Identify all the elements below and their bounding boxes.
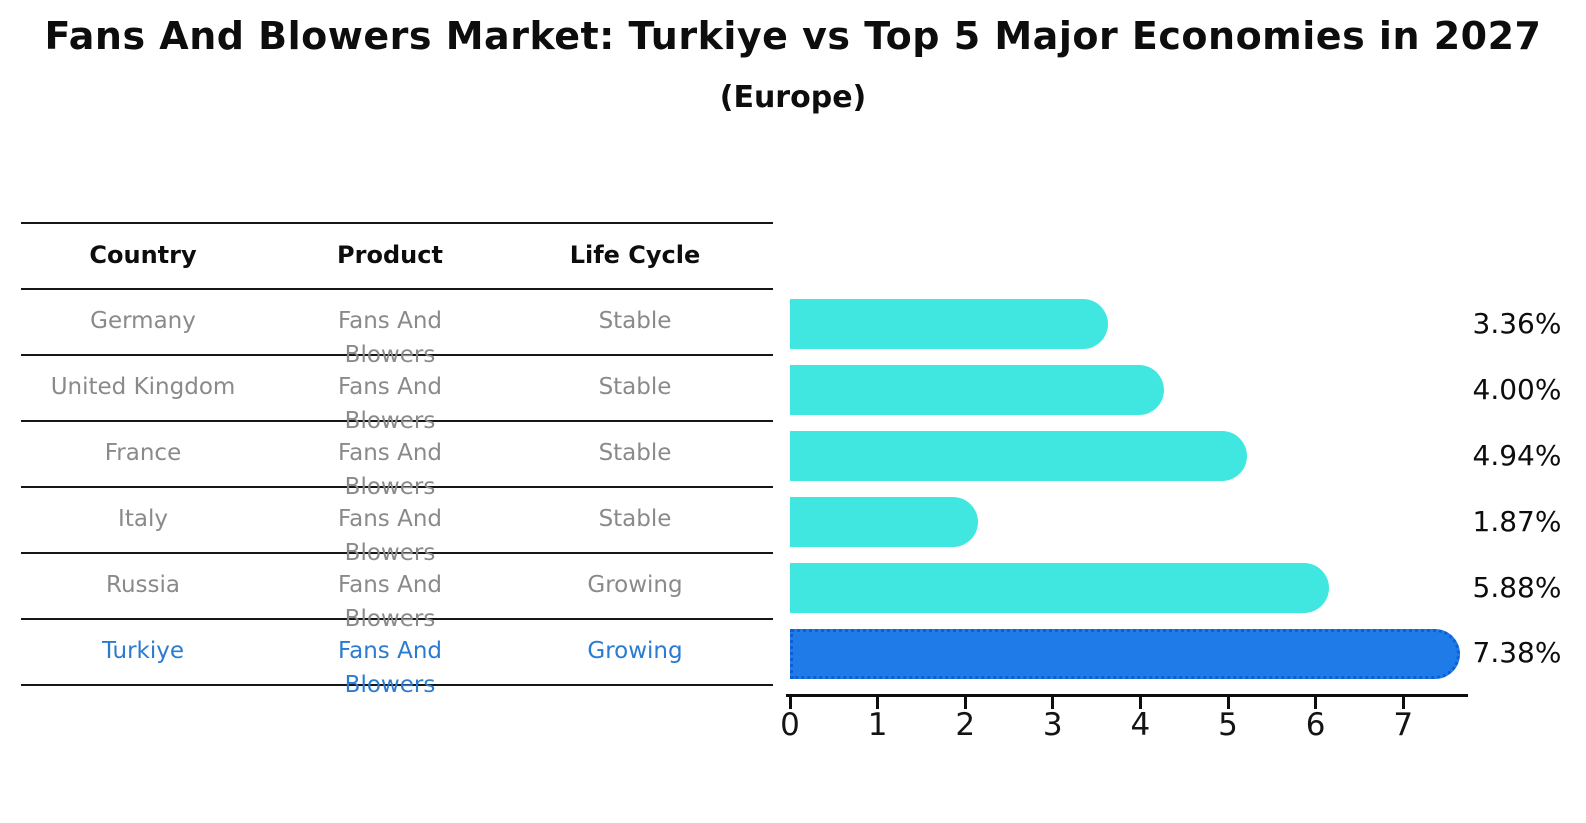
x-axis-tick-label: 7: [1393, 707, 1414, 743]
bar-russia: [790, 563, 1329, 613]
bar-united-kingdom: [790, 365, 1164, 415]
value-label: 3.36%: [1472, 307, 1562, 340]
x-axis-tick: [876, 697, 880, 709]
cell-life-cycle: Stable: [598, 506, 672, 532]
table-row-line: [21, 618, 773, 620]
x-axis-tick: [1401, 697, 1405, 709]
cell-life-cycle: Stable: [598, 308, 672, 334]
bar-france: [790, 431, 1247, 481]
cell-country: France: [104, 440, 182, 466]
table-row-line: [21, 552, 773, 554]
x-axis-tick: [1138, 697, 1142, 709]
cell-product: Fans And Blowers: [338, 440, 442, 500]
bar-italy: [790, 497, 978, 547]
cell-country: Turkiye: [101, 638, 185, 664]
table-header-line: [21, 288, 773, 290]
cell-product: Fans And Blowers: [338, 572, 442, 632]
cell-country: Italy: [118, 506, 168, 532]
x-axis-tick-label: 3: [1042, 707, 1063, 743]
value-label: 5.88%: [1472, 571, 1562, 604]
column-header-product: Product: [337, 241, 443, 269]
cell-product: Fans And Blowers: [338, 638, 442, 698]
x-axis-tick: [963, 697, 967, 709]
table-top-line: [21, 222, 773, 224]
column-header-country: Country: [89, 241, 197, 269]
cell-product: Fans And Blowers: [338, 374, 442, 434]
table-bottom-line: [21, 684, 773, 686]
cell-product: Fans And Blowers: [338, 308, 442, 368]
cell-life-cycle: Growing: [587, 638, 683, 664]
value-label: 4.94%: [1472, 439, 1562, 472]
bar-turkiye-highlighted: [790, 629, 1460, 679]
x-axis-tick-label: 6: [1305, 707, 1326, 743]
x-axis-tick-label: 1: [867, 707, 888, 743]
x-axis-tick: [1226, 697, 1230, 709]
x-axis-tick: [1314, 697, 1318, 709]
x-axis-tick-label: 5: [1218, 707, 1238, 743]
column-header-life-cycle: Life Cycle: [569, 241, 701, 269]
chart-title: Fans And Blowers Market: Turkiye vs Top …: [44, 14, 1542, 58]
cell-country: Russia: [106, 572, 180, 598]
x-axis-tick-label: 4: [1130, 707, 1151, 743]
table-row-line: [21, 420, 773, 422]
bar-germany: [790, 299, 1108, 349]
x-axis-tick: [788, 697, 792, 709]
cell-country: United Kingdom: [50, 374, 236, 400]
cell-life-cycle: Stable: [598, 374, 672, 400]
cell-country: Germany: [90, 308, 196, 334]
x-axis-tick-label: 0: [780, 707, 800, 743]
value-label: 1.87%: [1472, 505, 1562, 538]
x-axis-line: [786, 694, 1468, 697]
value-label: 7.38%: [1472, 636, 1562, 669]
x-axis-tick: [1051, 697, 1055, 709]
chart-subtitle: (Europe): [719, 80, 867, 115]
table-row-line: [21, 486, 773, 488]
value-label: 4.00%: [1472, 373, 1562, 406]
cell-life-cycle: Growing: [587, 572, 683, 598]
cell-product: Fans And Blowers: [338, 506, 442, 566]
cell-life-cycle: Stable: [598, 440, 672, 466]
table-row-line: [21, 354, 773, 356]
x-axis-tick-label: 2: [955, 707, 976, 743]
